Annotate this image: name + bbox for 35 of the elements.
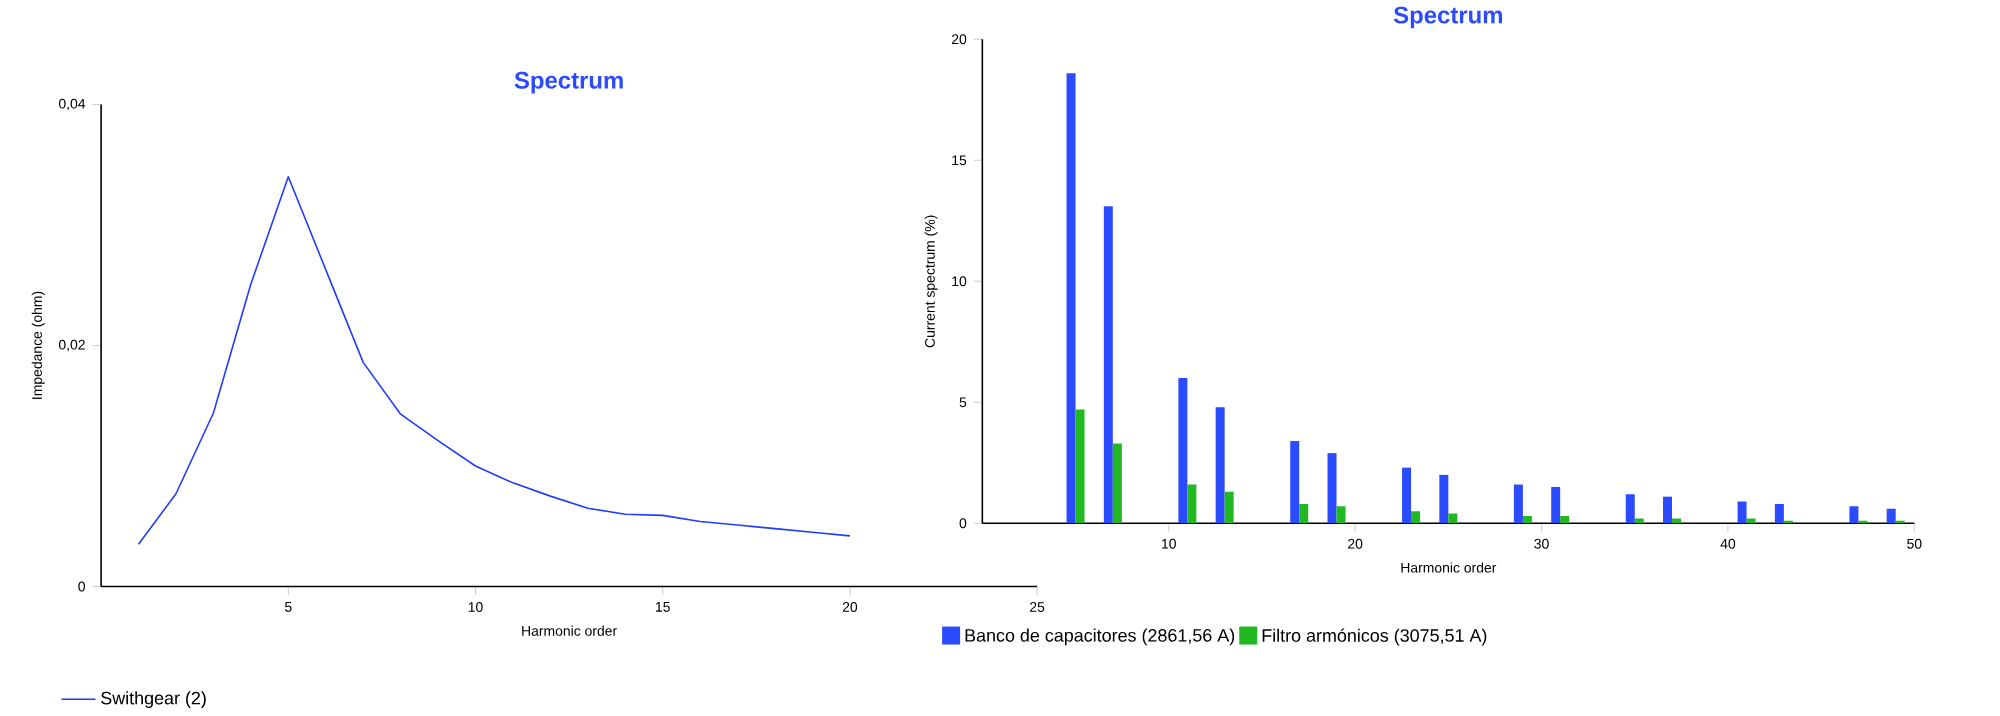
bar	[1886, 509, 1896, 524]
bar	[1737, 501, 1747, 524]
bar	[1513, 484, 1523, 524]
bar	[1634, 518, 1644, 524]
bar	[1290, 441, 1300, 524]
bar	[1066, 73, 1076, 524]
legend-label: Banco de capacitores (2861,56 A)	[965, 628, 1235, 646]
bar	[1663, 497, 1673, 524]
bar	[1448, 513, 1458, 524]
bar	[1402, 468, 1412, 524]
bar	[1187, 484, 1197, 524]
bar	[1746, 518, 1756, 524]
line-series	[137, 176, 851, 546]
bar	[1774, 504, 1784, 524]
bar	[1178, 378, 1188, 524]
bar	[1411, 511, 1421, 524]
bar	[1551, 487, 1561, 524]
bar	[1327, 453, 1337, 524]
bar	[1672, 518, 1682, 524]
bar	[1439, 475, 1449, 524]
bar	[1849, 506, 1859, 524]
chart-title: Spectrum	[1393, 7, 1502, 29]
chart-title: Spectrum	[514, 72, 623, 94]
bar	[1625, 494, 1635, 524]
bar	[1224, 492, 1234, 524]
legend-label: Swithgear (2)	[101, 691, 206, 709]
bar	[1299, 504, 1309, 524]
bar	[1075, 409, 1085, 524]
bar	[1522, 516, 1532, 524]
bar	[1215, 407, 1225, 524]
legend-label: Filtro armónicos (3075,51 A)	[1262, 628, 1487, 646]
bar	[1103, 206, 1113, 524]
bar	[1112, 443, 1122, 524]
bar	[1560, 516, 1570, 524]
bar	[1336, 506, 1346, 524]
